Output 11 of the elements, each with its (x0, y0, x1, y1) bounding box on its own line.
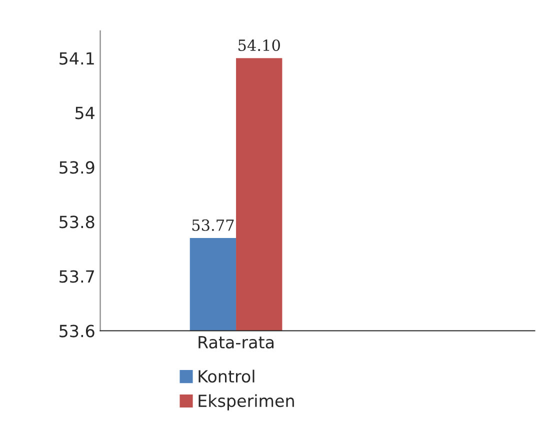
legend-label: Kontrol (198, 370, 254, 383)
x-tick-label: Rata-rata (198, 336, 274, 349)
data-label: 54.10 (238, 39, 280, 52)
y-tick-label: 53.9 (60, 161, 94, 174)
y-tick-label: 54 (75, 106, 94, 120)
y-tick-label: 54.1 (60, 52, 94, 65)
data-label: 53.77 (192, 219, 234, 231)
y-tick-label: 53.7 (60, 270, 94, 283)
y-tick-label: 53.6 (60, 324, 94, 338)
legend-label: Eksperimen (198, 394, 294, 410)
y-tick-label: 53.8 (60, 216, 94, 228)
